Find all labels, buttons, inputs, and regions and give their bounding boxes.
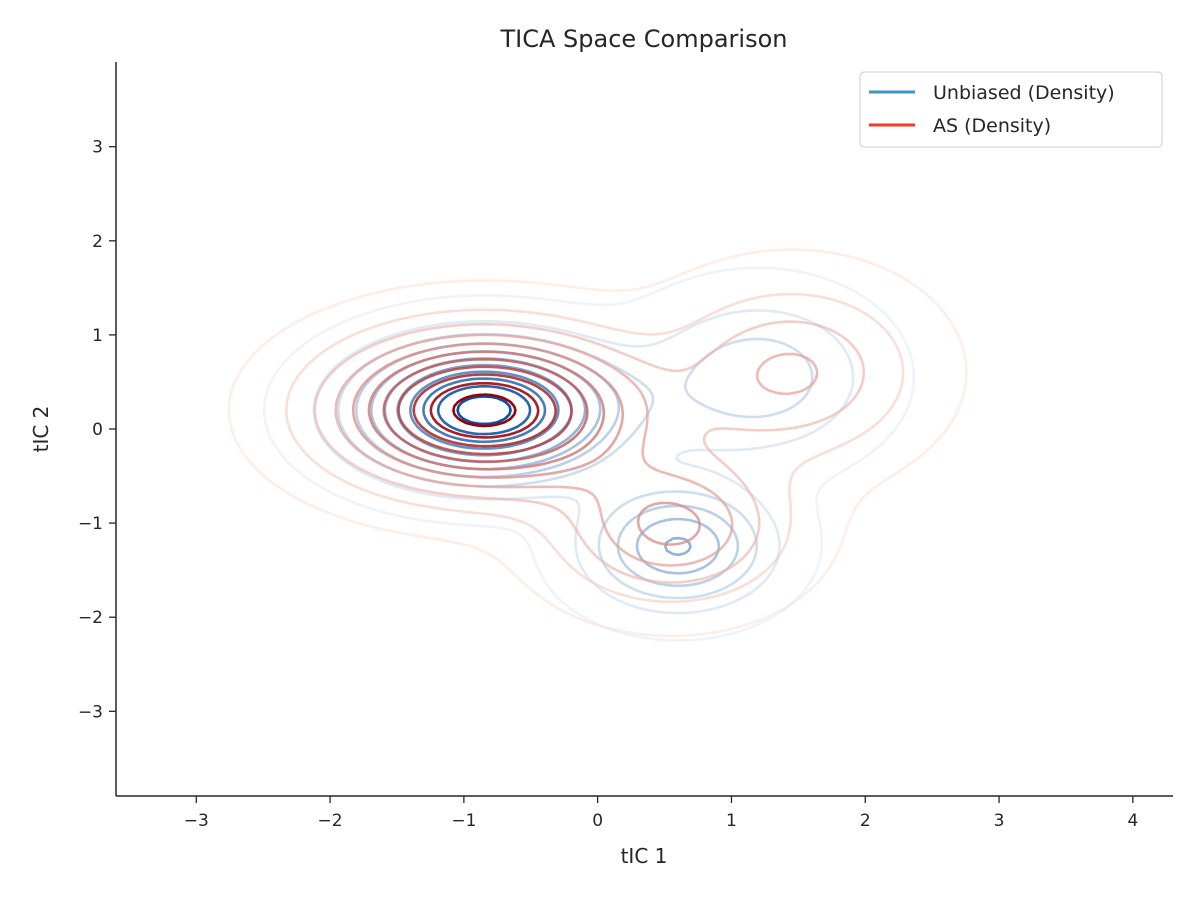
contour-line bbox=[313, 320, 865, 584]
y-tick-label: 2 bbox=[92, 232, 103, 252]
x-axis-label: tIC 1 bbox=[621, 844, 668, 868]
legend-label-as: AS (Density) bbox=[933, 115, 1051, 137]
contour-line bbox=[367, 350, 606, 471]
contour-line bbox=[397, 365, 573, 456]
contour-line bbox=[436, 384, 532, 436]
contour-line bbox=[456, 395, 512, 426]
y-tick-label: 0 bbox=[92, 420, 103, 440]
contour-line bbox=[409, 370, 560, 450]
x-ticks: −3 −2 −1 0 1 2 3 4 bbox=[184, 796, 1138, 831]
y-tick-label: −1 bbox=[78, 514, 103, 534]
contour-line bbox=[334, 333, 819, 567]
contour-layers bbox=[227, 248, 968, 642]
contour-line bbox=[351, 342, 701, 546]
y-tick-label: 3 bbox=[92, 138, 103, 158]
x-tick-label: 4 bbox=[1127, 811, 1138, 831]
x-tick-label: −3 bbox=[184, 811, 209, 831]
x-tick-label: 3 bbox=[994, 811, 1005, 831]
x-tick-label: 1 bbox=[726, 811, 737, 831]
legend: Unbiased (Density) AS (Density) bbox=[859, 71, 1163, 148]
y-tick-label: 1 bbox=[92, 326, 103, 346]
legend-label-unbiased: Unbiased (Density) bbox=[933, 82, 1115, 104]
contour-line bbox=[429, 381, 540, 439]
y-tick-label: −2 bbox=[78, 608, 103, 628]
chart-title: TICA Space Comparison bbox=[499, 25, 787, 53]
contour-line bbox=[262, 266, 916, 642]
contour-line bbox=[452, 393, 517, 428]
x-tick-label: −2 bbox=[318, 811, 343, 831]
legend-box bbox=[859, 71, 1163, 148]
x-tick-label: 0 bbox=[592, 811, 603, 831]
y-ticks: −3 −2 −1 0 1 2 3 bbox=[78, 138, 116, 722]
contour-line bbox=[285, 292, 905, 604]
contour-line bbox=[227, 248, 968, 638]
y-axis-label: tIC 2 bbox=[29, 406, 53, 453]
x-tick-label: 2 bbox=[860, 811, 871, 831]
contour-line bbox=[412, 373, 557, 448]
series-contours-1 bbox=[227, 248, 968, 638]
x-tick-label: −1 bbox=[451, 811, 476, 831]
y-tick-label: −3 bbox=[78, 702, 103, 722]
contour-line bbox=[422, 377, 547, 444]
contour-line bbox=[382, 358, 589, 463]
